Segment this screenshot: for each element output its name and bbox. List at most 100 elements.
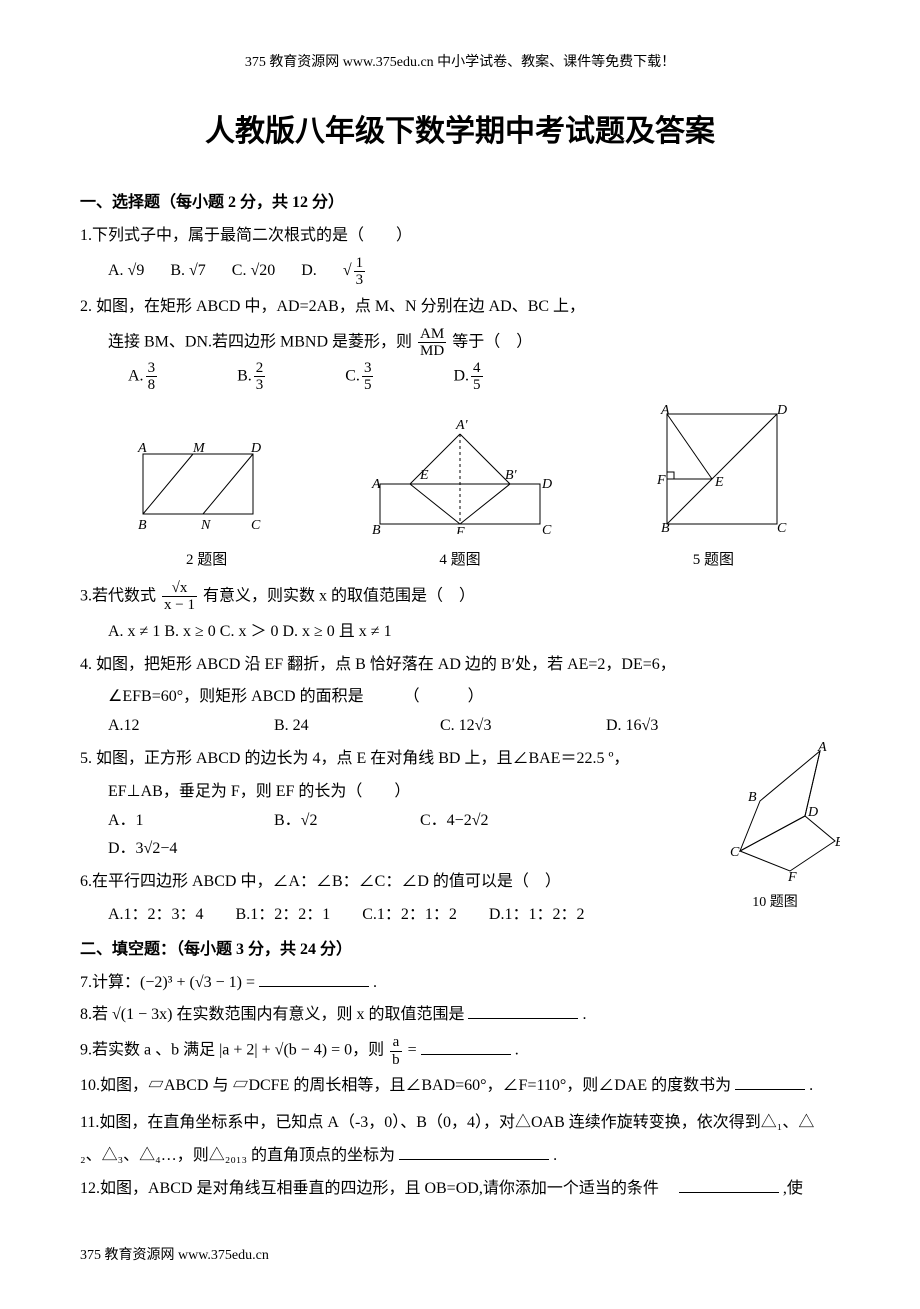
question-4-l1: 4. 如图，把矩形 ABCD 沿 EF 翻折，点 B 恰好落在 AD 边的 B′… [80,651,840,680]
q11-l2-post: . [553,1147,557,1164]
svg-text:C: C [251,518,261,533]
figlabel-4: 4 题图 [439,547,480,574]
q3-num: √x [162,580,197,598]
q3-post: 有意义，则实数 x 的取值范围是（ ） [203,587,475,604]
svg-text:A: A [817,741,827,755]
figure-q10: AB CD EF 10 题图 [710,741,840,915]
q4-opt-b: B. 24 [274,712,414,741]
question-3: 3.若代数式 √xx − 1 有意义，则实数 x 的取值范围是（ ） [80,580,840,614]
figure-row: AMD BNC A' AEB'D BFC AD BC FE [80,404,840,543]
svg-text:D: D [807,805,818,820]
q5-opt-d: D．3√2−4 [108,835,228,864]
q1-d-den: 3 [354,272,366,289]
q9-den: b [390,1052,402,1069]
svg-text:E: E [834,835,840,850]
svg-text:B: B [138,518,147,533]
q10-pre: 10.如图，▱ABCD 与 ▱DCFE 的周长相等，且∠BAD=60°，∠F=1… [80,1077,731,1094]
q10-post: . [809,1077,813,1094]
q2-frac-den: MD [418,343,446,360]
q5-opt-c: C．4−2√2 [420,807,570,836]
q8-blank [468,1002,578,1019]
q12-post: ,使 [783,1180,803,1197]
q2-frac-num: AM [418,326,446,344]
section-1-heading: 一、选择题（每小题 2 分，共 12 分） [80,189,840,218]
page-header: 375 教育资源网 www.375edu.cn 中小学试卷、教案、课件等免费下载… [80,50,840,75]
q5-opt-a: A．1 [108,807,248,836]
q2a-den: 8 [146,377,158,394]
q8-post: . [582,1006,586,1023]
svg-text:N: N [200,518,211,533]
svg-text:A': A' [455,418,469,433]
q1-opt-a: A. √9 [108,262,144,279]
q1-opt-c: C. √20 [232,262,275,279]
svg-text:A: A [371,477,381,492]
q2c-num: 3 [362,360,374,378]
question-1: 1.下列式子中，属于最简二次根式的是（ ） [80,222,840,251]
figure-q4: A' A E B' D B F C [360,414,560,543]
svg-text:E: E [419,468,429,483]
q2-line2-post: 等于（ ） [452,333,532,350]
figure-q5: AD BC FE [647,404,797,543]
q1-stem: 1.下列式子中，属于最简二次根式的是（ ） [80,227,412,244]
q3-pre: 3.若代数式 [80,587,156,604]
q2-line2-pre: 连接 BM、DN.若四边形 MBND 是菱形，则 [108,333,412,350]
q1-opt-d: D. √13 [301,262,409,279]
figure-q4-svg: A' A E B' D B F C [360,414,560,534]
question-7: 7.计算：(−2)³ + (√3 − 1) = . [80,969,840,998]
q7-pre: 7.计算：(−2)³ + (√3 − 1) = [80,974,255,991]
q12-blank [679,1176,779,1193]
figure-q5-svg: AD BC FE [647,404,797,534]
figure-q10-svg: AB CD EF [710,741,840,881]
q7-blank [259,970,369,987]
svg-text:D: D [541,477,552,492]
q12-pre: 12.如图，ABCD 是对角线互相垂直的四边形，且 OB=OD,请你添加一个适当… [80,1180,675,1197]
q10-blank [735,1073,805,1090]
svg-text:B': B' [505,468,518,483]
q9-mid: = [408,1042,417,1059]
q1-options: A. √9 B. √7 C. √20 D. √13 [108,255,840,289]
svg-text:F: F [787,870,797,881]
q1-d-pre: D. [301,262,321,279]
q9-num: a [390,1034,402,1052]
question-11-l2: ₂、△₃、△₄…，则△₂₀₁₃ 的直角顶点的坐标为 . [80,1142,840,1171]
figlabel-2: 2 题图 [186,547,227,574]
svg-text:A: A [660,404,670,418]
figure-q2-svg: AMD BNC [123,434,273,534]
page-title: 人教版八年级下数学期中考试题及答案 [80,105,840,159]
svg-text:D: D [776,404,787,418]
q2d-num: 4 [471,360,483,378]
q2d-den: 5 [471,377,483,394]
q9-pre: 9.若实数 a 、b 满足 |a + 2| + √(b − 4) = 0，则 [80,1042,384,1059]
q1-opt-b: B. √7 [170,262,205,279]
q2a-num: 3 [146,360,158,378]
svg-text:F: F [656,473,666,488]
svg-text:F: F [455,525,465,534]
figlabel-10: 10 题图 [710,890,840,915]
q2-line2: 连接 BM、DN.若四边形 MBND 是菱形，则 AMMD 等于（ ） [108,326,840,360]
q4-opt-a: A.12 [108,712,248,741]
q5-opt-b: B．√2 [274,807,394,836]
question-9: 9.若实数 a 、b 满足 |a + 2| + √(b − 4) = 0，则 a… [80,1034,840,1068]
question-11-l1: 11.如图，在直角坐标系中，已知点 A（-3，0）、B（0，4），对△OAB 连… [80,1109,840,1138]
question-8: 8.若 √(1 − 3x) 在实数范围内有意义，则 x 的取值范围是 . [80,1001,840,1030]
svg-text:C: C [542,523,552,534]
q4-opt-c: C. 12√3 [440,712,580,741]
question-12: 12.如图，ABCD 是对角线互相垂直的四边形，且 OB=OD,请你添加一个适当… [80,1175,840,1204]
section-2-heading: 二、填空题：（每小题 3 分，共 24 分） [80,936,840,965]
q9-blank [421,1038,511,1055]
svg-text:B: B [748,790,757,805]
svg-text:B: B [372,523,381,534]
q2b-num: 2 [254,360,266,378]
q2-options: A.38 B.23 C.35 D.45 [128,360,840,394]
q7-post: . [373,974,377,991]
q3-den: x − 1 [162,597,197,614]
q8-pre: 8.若 √(1 − 3x) 在实数范围内有意义，则 x 的取值范围是 [80,1006,464,1023]
q9-post: . [515,1042,519,1059]
svg-text:D: D [250,441,261,456]
q2b-den: 3 [254,377,266,394]
figure-labels: 2 题图 4 题图 5 题图 [80,547,840,574]
q2-line1: 2. 如图，在矩形 ABCD 中，AD=2AB，点 M、N 分别在边 AD、BC… [80,298,585,315]
q11-l2-pre: ₂、△₃、△₄…，则△₂₀₁₃ 的直角顶点的坐标为 [80,1147,395,1164]
question-10: 10.如图，▱ABCD 与 ▱DCFE 的周长相等，且∠BAD=60°，∠F=1… [80,1072,840,1101]
q4-options: A.12 B. 24 C. 12√3 D. 16√3 [108,712,840,741]
